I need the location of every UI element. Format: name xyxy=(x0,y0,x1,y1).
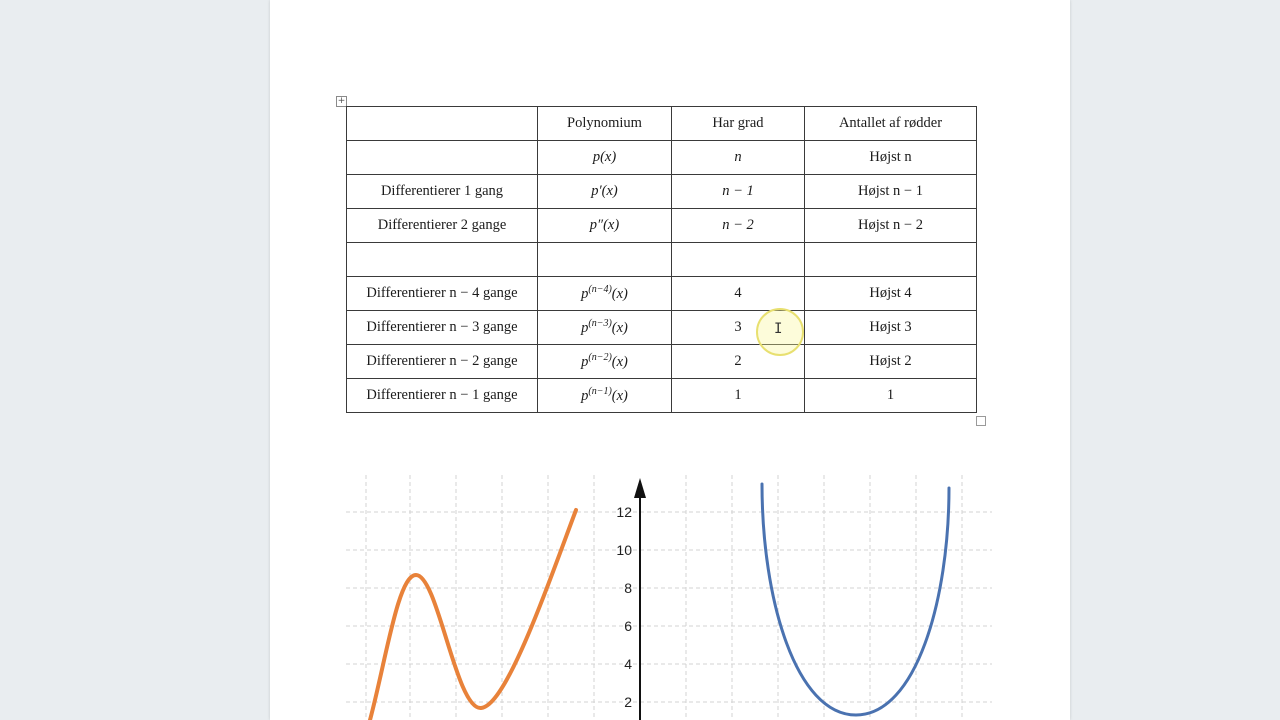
graph-image: 12 10 8 6 4 2 xyxy=(346,475,992,720)
table-cell[interactable]: p″(x) xyxy=(537,208,672,243)
table-cell[interactable]: Har grad xyxy=(671,106,805,141)
table-cell[interactable]: p(n−1)(x) xyxy=(537,378,672,413)
table-cell[interactable]: 4 xyxy=(671,276,805,311)
table-resize-handle[interactable] xyxy=(976,416,986,426)
table-cell[interactable]: Polynomium xyxy=(537,106,672,141)
table-row: Differentierer n − 3 gange p(n−3)(x) 3 H… xyxy=(346,310,977,345)
table-cell[interactable]: Differentierer 2 gange xyxy=(346,208,538,243)
table-cell[interactable]: n − 1 xyxy=(671,174,805,209)
y-tick-label: 4 xyxy=(624,656,632,672)
grid xyxy=(346,475,992,720)
y-tick-label: 12 xyxy=(616,504,632,520)
table-move-handle-icon[interactable]: + xyxy=(336,96,347,107)
table-row: Differentierer 1 gang p′(x) n − 1 Højst … xyxy=(346,174,977,209)
y-tick-labels: 12 10 8 6 4 2 xyxy=(616,504,632,710)
y-tick-label: 6 xyxy=(624,618,632,634)
table-cell[interactable]: Differentierer n − 3 gange xyxy=(346,310,538,345)
y-tick-label: 10 xyxy=(616,542,632,558)
table-cell[interactable] xyxy=(346,140,538,175)
table-cell[interactable]: n xyxy=(671,140,805,175)
table-row xyxy=(346,242,977,277)
table-cell[interactable]: Differentierer 1 gang xyxy=(346,174,538,209)
cursor-highlight xyxy=(756,308,804,356)
text-cursor-icon: I xyxy=(774,321,783,337)
table-cell[interactable]: p(n−4)(x) xyxy=(537,276,672,311)
table-cell[interactable]: p(x) xyxy=(537,140,672,175)
table-cell[interactable] xyxy=(346,106,538,141)
table-cell[interactable] xyxy=(671,242,805,277)
table-cell[interactable]: Højst 3 xyxy=(804,310,977,345)
polynomial-table: Polynomium Har grad Antallet af rødder p… xyxy=(346,106,977,413)
table-cell[interactable]: 1 xyxy=(804,378,977,413)
table-cell[interactable]: Højst n − 1 xyxy=(804,174,977,209)
table-cell[interactable]: Højst n − 2 xyxy=(804,208,977,243)
table-row: Differentierer n − 4 gange p(n−4)(x) 4 H… xyxy=(346,276,977,311)
table-cell[interactable]: p(n−2)(x) xyxy=(537,344,672,379)
table-cell[interactable] xyxy=(346,242,538,277)
y-tick-label: 8 xyxy=(624,580,632,596)
table-cell[interactable] xyxy=(804,242,977,277)
table-cell[interactable]: Differentierer n − 1 gange xyxy=(346,378,538,413)
table-cell[interactable]: Antallet af rødder xyxy=(804,106,977,141)
table-cell[interactable]: 1 xyxy=(671,378,805,413)
table-header-row: Polynomium Har grad Antallet af rødder xyxy=(346,106,977,141)
table-cell[interactable]: p(n−3)(x) xyxy=(537,310,672,345)
y-tick-label: 2 xyxy=(624,694,632,710)
y-axis-arrow-icon xyxy=(634,478,646,498)
blue-curve xyxy=(760,482,951,717)
table-cell[interactable]: n − 2 xyxy=(671,208,805,243)
orange-curve xyxy=(368,508,578,720)
table-cell[interactable]: Differentierer n − 2 gange xyxy=(346,344,538,379)
table-cell[interactable]: p′(x) xyxy=(537,174,672,209)
table-cell[interactable]: Højst 4 xyxy=(804,276,977,311)
table-cell[interactable] xyxy=(537,242,672,277)
table-row: Differentierer n − 2 gange p(n−2)(x) 2 H… xyxy=(346,344,977,379)
table-cell[interactable]: Højst 2 xyxy=(804,344,977,379)
table-row: p(x) n Højst n xyxy=(346,140,977,175)
table-row: Differentierer 2 gange p″(x) n − 2 Højst… xyxy=(346,208,977,243)
table-row: Differentierer n − 1 gange p(n−1)(x) 1 1 xyxy=(346,378,977,413)
table-cell[interactable]: Højst n xyxy=(804,140,977,175)
table-cell[interactable]: Differentierer n − 4 gange xyxy=(346,276,538,311)
